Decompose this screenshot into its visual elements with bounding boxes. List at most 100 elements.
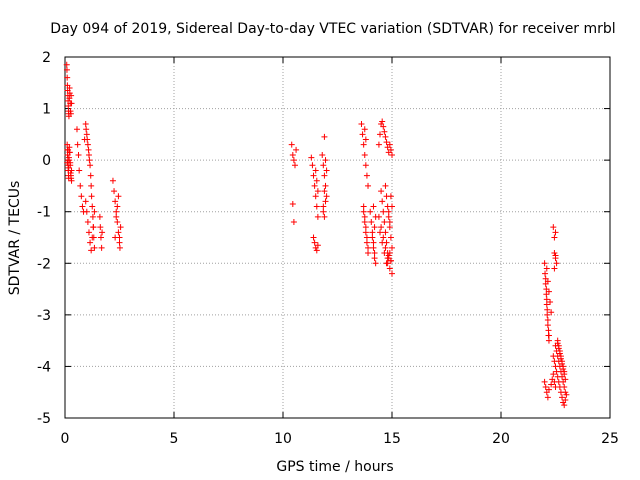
data-point — [386, 219, 393, 226]
data-point — [113, 208, 120, 215]
data-point — [84, 219, 91, 226]
data-point — [116, 234, 123, 241]
data-point — [382, 229, 389, 236]
data-point — [361, 151, 368, 158]
data-point — [314, 242, 321, 249]
data-point — [322, 182, 329, 189]
y-tick-label: -1 — [37, 205, 51, 221]
x-tick-label: 25 — [601, 431, 619, 447]
data-point — [68, 100, 75, 107]
data-point — [67, 162, 74, 169]
y-tick-label: 2 — [42, 50, 51, 66]
data-point — [290, 157, 297, 164]
data-point — [83, 126, 90, 133]
data-point — [542, 384, 549, 391]
data-point — [544, 278, 551, 285]
data-point — [543, 286, 550, 293]
data-point — [312, 167, 319, 174]
data-point — [378, 224, 385, 231]
data-point — [112, 198, 119, 205]
y-tick-label: -5 — [37, 411, 51, 427]
data-point — [381, 249, 388, 256]
data-point — [67, 110, 74, 117]
data-point — [371, 249, 378, 256]
data-point — [91, 244, 98, 251]
data-point — [545, 337, 552, 344]
data-point — [542, 270, 549, 277]
data-point — [319, 151, 326, 158]
data-point — [308, 154, 315, 161]
data-point — [312, 193, 319, 200]
data-point — [547, 298, 554, 305]
data-point — [313, 177, 320, 184]
data-point — [545, 386, 552, 393]
data-point — [89, 203, 96, 210]
data-point — [66, 90, 73, 97]
data-point — [367, 208, 374, 215]
data-point — [561, 402, 568, 409]
data-point — [99, 229, 106, 236]
data-point — [385, 208, 392, 215]
data-point — [116, 244, 123, 251]
data-point — [541, 378, 548, 385]
data-point — [309, 162, 316, 169]
data-point — [551, 265, 558, 272]
data-point — [562, 376, 569, 383]
data-point — [98, 244, 105, 251]
data-point — [361, 126, 368, 133]
data-point — [382, 133, 389, 140]
data-point — [541, 260, 548, 267]
data-point — [89, 213, 96, 220]
data-point — [84, 141, 91, 148]
data-point — [87, 239, 94, 246]
data-point — [289, 200, 296, 207]
data-point — [552, 252, 559, 259]
data-point — [68, 167, 75, 174]
data-point — [87, 172, 94, 179]
data-point — [370, 244, 377, 251]
data-point — [561, 384, 568, 391]
x-tick-label: 20 — [492, 431, 510, 447]
data-point — [383, 139, 390, 146]
data-point — [66, 84, 73, 91]
data-point — [85, 229, 92, 236]
data-point — [77, 182, 84, 189]
data-point — [83, 131, 90, 138]
data-point — [370, 203, 377, 210]
data-point — [380, 123, 387, 130]
data-point — [380, 208, 387, 215]
data-points — [63, 61, 570, 409]
data-point — [379, 239, 386, 246]
data-point — [545, 332, 552, 339]
data-point — [311, 239, 318, 246]
data-point — [363, 239, 370, 246]
data-point — [363, 172, 370, 179]
data-point — [384, 260, 391, 267]
data-point — [321, 172, 328, 179]
data-point — [63, 66, 70, 73]
data-point — [553, 260, 560, 267]
data-point — [561, 371, 568, 378]
data-point — [82, 198, 89, 205]
y-tick-label: -4 — [37, 359, 51, 375]
x-tick-label: 15 — [383, 431, 401, 447]
data-point — [379, 118, 386, 125]
data-point — [322, 198, 329, 205]
data-point — [88, 182, 95, 189]
data-point — [321, 188, 328, 195]
x-tick-label: 5 — [170, 431, 179, 447]
data-point — [365, 244, 372, 251]
data-point — [543, 301, 550, 308]
y-tick-label: -2 — [37, 256, 51, 272]
data-point — [544, 306, 551, 313]
y-tick-label: 1 — [42, 102, 51, 118]
data-point — [382, 244, 389, 251]
data-point — [548, 309, 555, 316]
data-point — [375, 213, 382, 220]
data-point — [369, 234, 376, 241]
data-point — [369, 229, 376, 236]
data-point — [544, 317, 551, 324]
data-point — [381, 219, 388, 226]
